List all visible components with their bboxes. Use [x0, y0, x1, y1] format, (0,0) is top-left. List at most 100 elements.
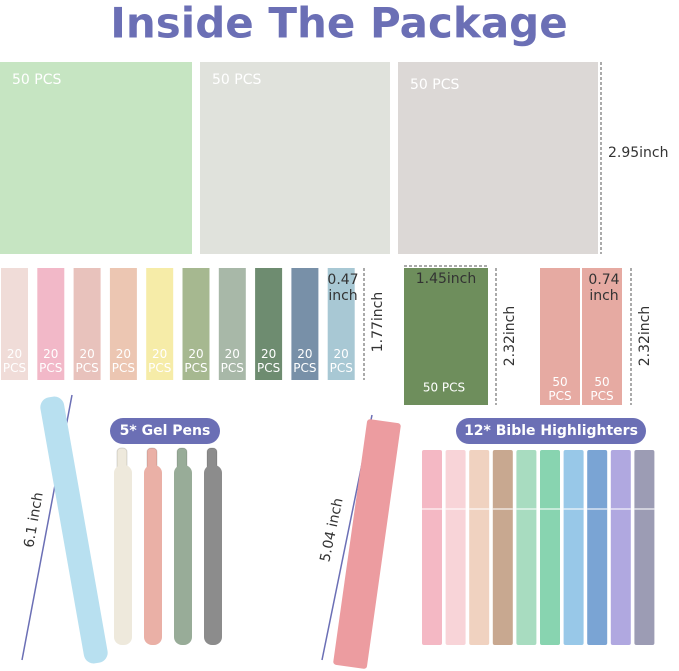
sticky-note — [0, 62, 192, 254]
tab-count-line: 20 — [152, 347, 167, 361]
highlighter-cap-line — [634, 508, 655, 510]
dimension-line-text: inch — [589, 288, 618, 304]
tab-count: 20 PCS — [148, 347, 171, 375]
highlighter-cap-line — [469, 508, 490, 510]
tab — [146, 268, 174, 380]
pad-count: 50 PCS — [590, 375, 613, 403]
highlighter — [445, 450, 466, 645]
dimension-line-text: inch — [328, 288, 357, 304]
tab — [327, 268, 355, 380]
dimension-label: 5.04 inch — [317, 497, 346, 564]
tab-count: 20 PCS — [39, 347, 62, 375]
sticky-note — [398, 62, 598, 254]
tab-count-line: 20 — [79, 347, 94, 361]
dimension-label: 0.47 inch — [327, 272, 358, 304]
highlighter — [610, 450, 631, 645]
gel-pen — [40, 396, 108, 664]
highlighter-cap-line — [563, 508, 584, 510]
highlighter-cap-line — [422, 508, 442, 510]
green-pad — [404, 268, 488, 405]
pink-pad — [582, 268, 622, 405]
highlighter — [422, 450, 442, 645]
note-count: 50 PCS — [212, 72, 261, 88]
title: Inside The Package — [110, 0, 567, 48]
dimension-line-text: 0.47 — [327, 272, 358, 288]
tab-count-line: 20 — [188, 347, 203, 361]
tab-count-line: PCS — [184, 361, 207, 375]
note-count: 50 PCS — [410, 77, 459, 93]
tab-count: 20 PCS — [221, 347, 244, 375]
tab-count: 20 PCS — [293, 347, 316, 375]
tab-count: 20 PCS — [3, 347, 26, 375]
highlighter-cap-line — [516, 508, 537, 510]
dimension-line-text: 0.74 — [588, 272, 619, 288]
gel-pen — [114, 465, 132, 645]
tab-count-line: 20 — [43, 347, 58, 361]
highlighter — [540, 450, 560, 645]
gel-pen — [144, 465, 162, 645]
dimension-label: 6.1 inch — [21, 491, 46, 549]
tab — [1, 268, 28, 380]
tab-count-line: 20 — [334, 347, 349, 361]
tab-count: 20 PCS — [257, 347, 280, 375]
pill-label: 5* Gel Pens — [120, 423, 211, 439]
pad-count-line: PCS — [548, 389, 571, 403]
tab-count: 20 PCS — [184, 347, 207, 375]
highlighter — [469, 450, 490, 645]
tab-count-line: 20 — [225, 347, 240, 361]
highlighter-cap-line — [492, 508, 513, 510]
dimension-label: 1.77inch — [370, 292, 386, 353]
tab — [291, 268, 319, 380]
tab-count-line: PCS — [293, 361, 316, 375]
tab-count-line: PCS — [148, 361, 171, 375]
pad-count-line: 50 — [594, 375, 609, 389]
highlighter-cap-line — [587, 508, 608, 510]
tab — [73, 268, 101, 380]
gel-pen — [204, 465, 222, 645]
tab-count-line: PCS — [330, 361, 353, 375]
pink-pad — [540, 268, 580, 405]
dimension-label: 2.32inch — [637, 306, 653, 367]
pill — [456, 418, 646, 444]
highlighter-cap-line — [445, 508, 466, 510]
tab-count-line: PCS — [3, 361, 26, 375]
highlighter — [333, 419, 401, 669]
tab-count: 20 PCS — [112, 347, 135, 375]
highlighter-cap-line — [540, 508, 560, 510]
note-count: 50 PCS — [12, 72, 61, 88]
dimension-label: 2.95inch — [608, 145, 669, 161]
pad-count: 50 PCS — [548, 375, 571, 403]
tab-count-line: 20 — [116, 347, 131, 361]
pad-count-line: 50 — [552, 375, 567, 389]
tab-count-line: PCS — [75, 361, 98, 375]
tab-count-line: PCS — [221, 361, 244, 375]
tab — [37, 268, 65, 380]
tab — [182, 268, 210, 380]
highlighter — [634, 450, 655, 645]
tab — [109, 268, 137, 380]
tab-count: 20 PCS — [330, 347, 353, 375]
tab-count-line: PCS — [112, 361, 135, 375]
dimension-label: 2.32inch — [502, 306, 518, 367]
pill-label: 12* Bible Highlighters — [464, 423, 638, 439]
highlighter — [516, 450, 537, 645]
highlighter — [492, 450, 513, 645]
highlighter — [563, 450, 584, 645]
pad-count: 50 PCS — [423, 381, 465, 395]
dimension-label: 0.74 inch — [588, 272, 619, 304]
highlighter — [587, 450, 608, 645]
tab-count: 20 PCS — [75, 347, 98, 375]
tab — [218, 268, 246, 380]
highlighter-cap-line — [610, 508, 631, 510]
dimension-label: 1.45inch — [416, 271, 477, 287]
tab-count-line: 20 — [297, 347, 312, 361]
tab-count-line: PCS — [257, 361, 280, 375]
tab-count-line: 20 — [261, 347, 276, 361]
pad-count-line: PCS — [590, 389, 613, 403]
sticky-note — [200, 62, 390, 254]
gel-pen — [174, 465, 192, 645]
tab — [255, 268, 283, 380]
tab-count-line: 20 — [7, 347, 22, 361]
pill — [110, 418, 220, 444]
